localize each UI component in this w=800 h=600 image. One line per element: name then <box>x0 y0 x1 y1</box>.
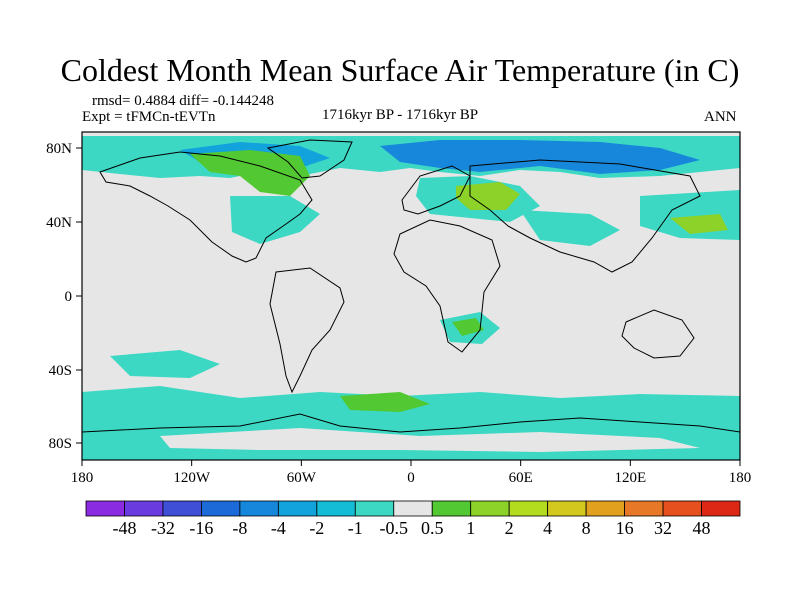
colorbar-swatch <box>547 500 587 517</box>
lon-label: 60W <box>287 470 317 486</box>
longitude-axis: 180 120W 60W 0 60E 120E 180 <box>71 460 752 486</box>
colorbar-label: -2 <box>309 518 325 538</box>
period-text: 1716kyr BP - 1716kyr BP <box>322 107 479 123</box>
lat-label: 40N <box>46 215 72 231</box>
anomaly-field <box>82 136 740 460</box>
lon-label: 120W <box>173 470 211 486</box>
colorbar-label: 1 <box>466 518 476 538</box>
colorbar-swatch <box>470 500 510 517</box>
coast-south-america <box>269 267 345 394</box>
lon-label: 180 <box>71 470 94 486</box>
season-text: ANN <box>704 109 737 125</box>
anomaly-region-north-pacific-warm <box>670 214 728 234</box>
colorbar-label: -16 <box>189 518 214 538</box>
colorbar-label: 0.5 <box>420 518 444 538</box>
colorbar-swatch <box>508 500 549 517</box>
latitude-axis: 80N 40N 0 40S 80S <box>46 141 82 452</box>
lon-label: 60E <box>509 470 533 486</box>
anomaly-region-north-america-warm <box>190 150 310 196</box>
coast-north-america <box>99 151 313 263</box>
colorbar-swatch <box>585 500 625 517</box>
anomaly-region-arctic-blue <box>380 140 700 174</box>
lon-label: 120E <box>614 470 646 486</box>
colorbar-swatch <box>701 500 741 517</box>
anomaly-region-southern-africa-warm <box>452 318 484 336</box>
anomaly-region-southern-ocean-warm <box>340 392 430 412</box>
map-title: Coldest Month Mean Surface Air Temperatu… <box>60 52 740 88</box>
colorbar-swatch <box>85 500 125 517</box>
colorbar-label: -32 <box>150 518 175 538</box>
coastlines <box>82 139 740 433</box>
anomaly-region-antarctica-neutral <box>160 428 700 452</box>
coast-greenland <box>266 139 353 179</box>
lat-label: 40S <box>49 363 72 379</box>
colorbar-label: 16 <box>615 518 634 538</box>
anomaly-region-south-pacific <box>110 350 220 378</box>
colorbar <box>85 500 741 517</box>
colorbar-label: 2 <box>504 518 514 538</box>
colorbar-swatch <box>624 500 664 517</box>
colorbar-swatch <box>316 500 356 517</box>
colorbar-label: -0.5 <box>379 518 409 538</box>
anomaly-region-north-america <box>230 196 320 244</box>
colorbar-label: 32 <box>654 518 673 538</box>
colorbar-swatch <box>277 500 318 517</box>
colorbar-swatch <box>662 500 702 517</box>
anomaly-region-siberia-warm <box>456 182 520 210</box>
rmsd-text: rmsd= 0.4884 diff= -0.144248 <box>92 93 275 109</box>
lat-label: 0 <box>65 289 73 305</box>
lon-label: 0 <box>407 470 415 486</box>
coast-africa <box>393 219 501 353</box>
colorbar-swatch <box>162 500 202 517</box>
colorbar-swatch <box>354 500 395 517</box>
coast-europe <box>401 165 471 215</box>
coast-australia <box>621 309 695 359</box>
colorbar-swatch <box>124 500 164 517</box>
colorbar-swatch <box>393 500 433 517</box>
colorbar-label: 48 <box>692 518 711 538</box>
colorbar-swatch <box>239 500 279 517</box>
colorbar-swatch <box>201 500 241 517</box>
colorbar-label: -48 <box>112 518 137 538</box>
colorbar-label: -8 <box>232 518 248 538</box>
colorbar-label: -1 <box>347 518 363 538</box>
coast-antarctica <box>82 413 740 433</box>
colorbar-label: 4 <box>543 518 553 538</box>
coast-asia <box>469 159 701 273</box>
anomaly-region-asia <box>520 210 620 246</box>
colorbar-swatch <box>431 500 472 517</box>
lon-label: 180 <box>729 470 752 486</box>
lat-label: 80N <box>46 141 72 157</box>
colorbar-label: 8 <box>581 518 591 538</box>
lat-label: 80S <box>49 436 72 452</box>
experiment-text: Expt = tFMCn-tEVTn <box>82 109 216 125</box>
colorbar-label: -4 <box>270 518 286 538</box>
